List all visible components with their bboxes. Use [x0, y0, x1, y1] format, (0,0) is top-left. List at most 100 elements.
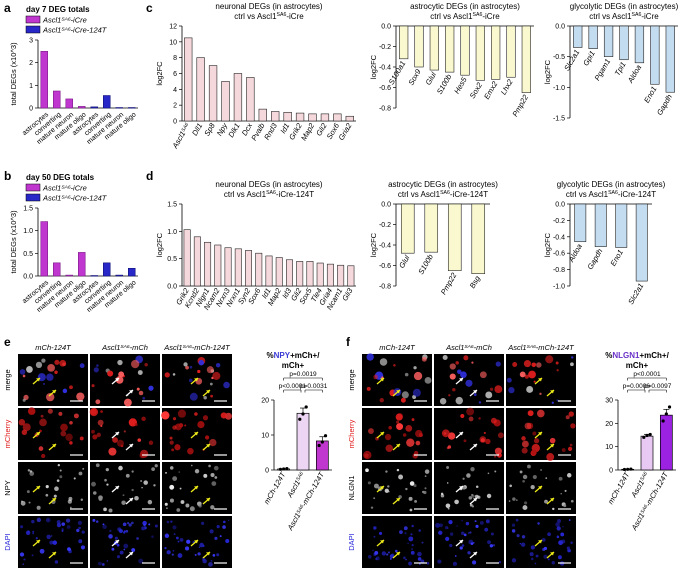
chart-subtitle: ctrl vs Ascl1SA6-iCre-124T: [566, 190, 656, 199]
text-part: Ascl1: [507, 343, 526, 352]
cell-signal: [475, 485, 479, 488]
micrograph-tile: [362, 462, 432, 514]
cell-signal: [172, 373, 176, 376]
cell-signal: [438, 530, 443, 535]
cell-signal: [151, 467, 155, 471]
title-part: NPY: [274, 351, 291, 360]
cell-signal: [210, 559, 213, 562]
cell-signal: [116, 543, 120, 547]
cell-signal: [123, 430, 126, 433]
cell-signal: [225, 538, 230, 544]
cell-signal: [131, 488, 134, 492]
cell-signal: [512, 362, 518, 367]
cell-signal: [95, 463, 100, 468]
legend-swatch: [25, 25, 41, 34]
bar: [594, 203, 607, 247]
cell-signal: [420, 559, 425, 564]
cell-signal: [212, 553, 216, 557]
cell-signal: [528, 370, 536, 379]
cell-signal: [497, 432, 504, 439]
cell-signal: [560, 493, 562, 495]
x-tick-label: Dlk1: [226, 122, 241, 140]
cell-signal: [164, 533, 170, 538]
cell-signal: [533, 438, 540, 444]
cell-signal: [521, 447, 528, 454]
cell-signal: [169, 484, 175, 490]
cell-signal: [463, 355, 469, 361]
text-part: Sox9: [406, 67, 423, 87]
cell-signal: [484, 527, 489, 532]
cell-signal: [67, 547, 71, 551]
y-tick-label: 4: [173, 87, 177, 94]
bar: [295, 112, 305, 122]
cell-signal: [37, 373, 46, 382]
cell-signal: [57, 463, 61, 467]
cell-signal: [216, 524, 220, 529]
cell-signal: [36, 505, 41, 510]
column-label: mCh-124T: [379, 343, 416, 352]
arrow-head: [550, 552, 554, 556]
cell-signal: [487, 472, 490, 475]
arrow-head: [129, 444, 133, 448]
cell-signal: [565, 415, 570, 420]
cell-signal: [570, 362, 574, 367]
chart-title: neuronal DEGs (in astrocytes): [215, 180, 322, 189]
tile-background: [90, 354, 160, 406]
arrow-head: [115, 540, 119, 544]
bar: [296, 412, 310, 471]
bar: [588, 25, 598, 49]
cell-signal: [508, 386, 515, 394]
cell-signal: [470, 542, 474, 545]
cell-signal: [508, 500, 511, 502]
arrow-head: [550, 444, 554, 448]
cell-signal: [391, 553, 395, 557]
cell-signal: [524, 501, 528, 505]
cell-signal: [404, 372, 409, 377]
cell-signal: [184, 424, 187, 427]
cell-signal: [570, 499, 574, 503]
cell-signal: [465, 521, 470, 526]
cell-signal: [108, 508, 113, 513]
cell-signal: [522, 479, 525, 483]
chart-title: neuronal DEGs (in astrocytes): [215, 2, 322, 11]
cell-signal: [47, 408, 53, 414]
superscript: SA6: [632, 12, 642, 18]
cell-signal: [206, 366, 214, 374]
y-tick-label: 30: [605, 398, 613, 405]
x-tick-label: Sp8: [202, 121, 217, 138]
cell-signal: [38, 446, 44, 451]
arrow-head: [206, 498, 210, 502]
cell-signal: [381, 376, 384, 379]
cell-signal: [449, 543, 453, 548]
data-point: [661, 419, 665, 423]
cell-signal: [66, 525, 71, 529]
arrow-head: [36, 378, 40, 382]
cell-signal: [515, 499, 518, 502]
cell-signal: [421, 541, 424, 544]
text-part: -iCre: [286, 12, 304, 21]
cell-signal: [222, 525, 226, 529]
text-part: ctrl vs Ascl1: [224, 190, 267, 199]
text-part: Ascl1: [101, 343, 120, 352]
cell-signal: [111, 547, 115, 551]
cell-signal: [424, 487, 427, 490]
cell-signal: [558, 476, 563, 481]
cell-signal: [197, 420, 205, 429]
bar: [615, 203, 628, 248]
y-tick-label: 0.0: [555, 24, 565, 31]
y-tick-label: -0.6: [379, 85, 391, 92]
cell-signal: [189, 392, 198, 401]
cell-signal: [556, 526, 561, 531]
text-part: -iCre-124T: [276, 190, 314, 199]
cell-signal: [414, 499, 417, 503]
cell-signal: [399, 530, 403, 535]
cell-signal: [456, 525, 458, 527]
cell-signal: [384, 433, 392, 441]
bar: [90, 106, 98, 109]
cell-signal: [520, 542, 526, 547]
cell-signal: [515, 518, 519, 522]
chart-title: %NPY+mCh+/: [267, 351, 321, 360]
cell-signal: [22, 398, 26, 402]
cell-signal: [417, 551, 422, 557]
cell-signal: [485, 391, 493, 399]
